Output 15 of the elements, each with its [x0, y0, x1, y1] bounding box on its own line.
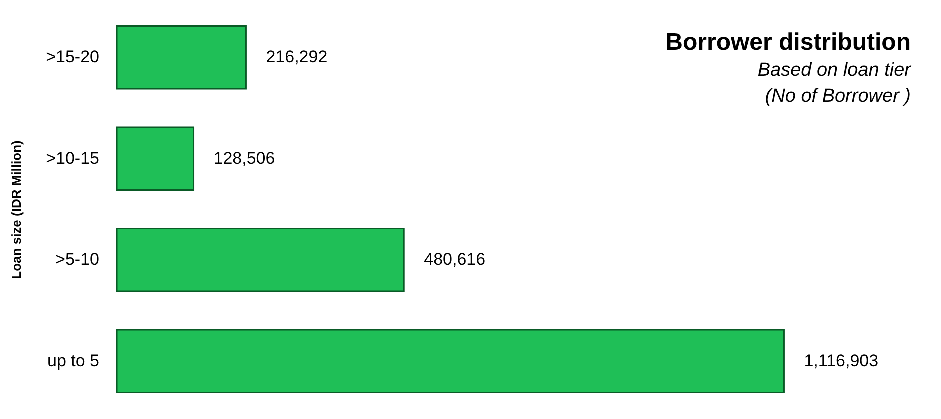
data-label: 128,506: [214, 148, 276, 168]
bar: [116, 26, 247, 90]
y-tick-label: >5-10: [56, 250, 100, 270]
data-label: 1,116,903: [804, 351, 879, 370]
bar: [116, 228, 405, 292]
bar: [116, 329, 785, 394]
y-axis-title: Loan size (IDR Million): [9, 140, 24, 280]
bar: [116, 126, 195, 192]
text: Borrower distribution: [666, 29, 911, 56]
data-label: 480,616: [424, 250, 486, 270]
y-tick-label: >15-20: [46, 48, 100, 67]
text: Based on loan tier (No of Borrower ): [758, 60, 912, 107]
y-tick-label: up to 5: [48, 351, 100, 370]
data-label: 216,292: [266, 48, 328, 67]
y-tick-label: >10-15: [46, 148, 100, 168]
